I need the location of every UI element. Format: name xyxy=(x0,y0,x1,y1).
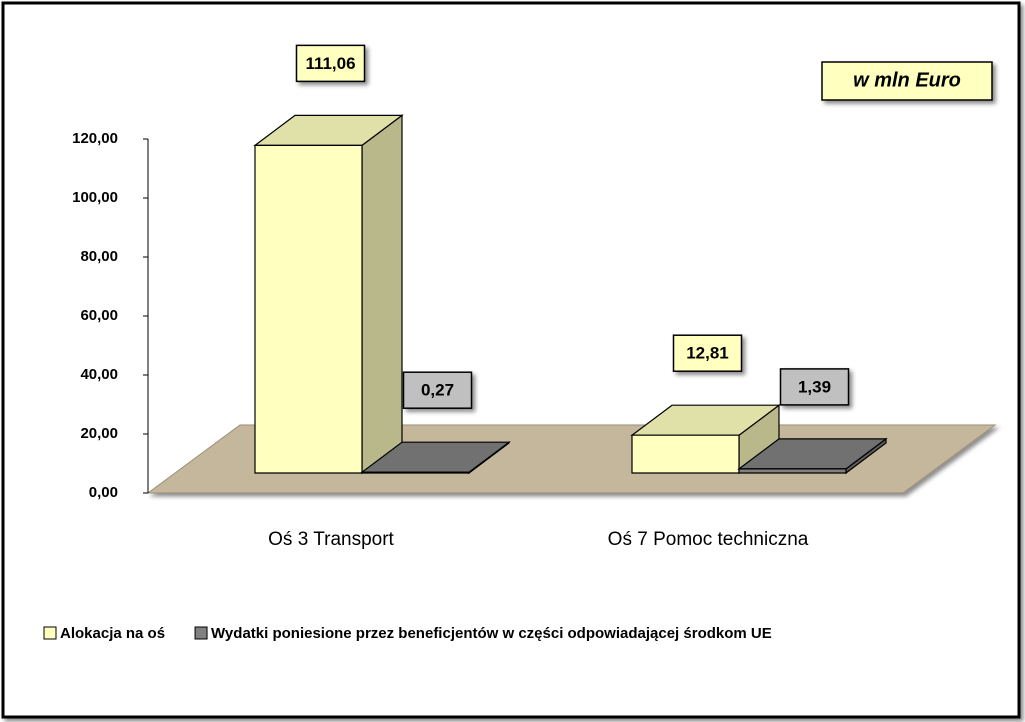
bar-side xyxy=(361,114,403,475)
y-tick-label: 0,00 xyxy=(89,484,118,501)
bar xyxy=(737,437,888,475)
legend-label: Alokacja na oś xyxy=(60,625,165,642)
y-tick-label: 40,00 xyxy=(80,366,118,383)
value-label-box xyxy=(672,334,743,372)
x-tick-label: Oś 7 Pomoc techniczna xyxy=(608,529,809,550)
value-label-box xyxy=(402,371,473,409)
legend-swatch xyxy=(43,626,57,640)
bar xyxy=(253,114,404,475)
y-tick-label: 60,00 xyxy=(80,307,118,324)
bar-front xyxy=(361,471,470,474)
value-label: 0,27 xyxy=(421,381,454,400)
bar-front xyxy=(738,468,847,474)
bar-front xyxy=(254,144,363,474)
value-label-box xyxy=(295,44,366,83)
value-label: 1,39 xyxy=(798,377,831,396)
bar xyxy=(360,441,511,475)
legend-label: Wydatki poniesione przez beneficjentów w… xyxy=(211,625,772,642)
y-tick-label: 100,00 xyxy=(72,189,118,206)
x-tick-label: Oś 3 Transport xyxy=(268,529,394,550)
bar-front xyxy=(631,434,740,474)
y-tick-label: 120,00 xyxy=(72,130,118,147)
value-label: 111,06 xyxy=(305,54,355,73)
y-tick-label: 20,00 xyxy=(80,425,118,442)
annotation-box xyxy=(821,61,993,101)
legend-swatch xyxy=(194,626,208,640)
y-tick-label: 80,00 xyxy=(80,248,118,265)
value-label: 12,81 xyxy=(686,344,729,363)
annotation: w mln Euro xyxy=(853,69,961,91)
value-label-box xyxy=(779,368,850,406)
